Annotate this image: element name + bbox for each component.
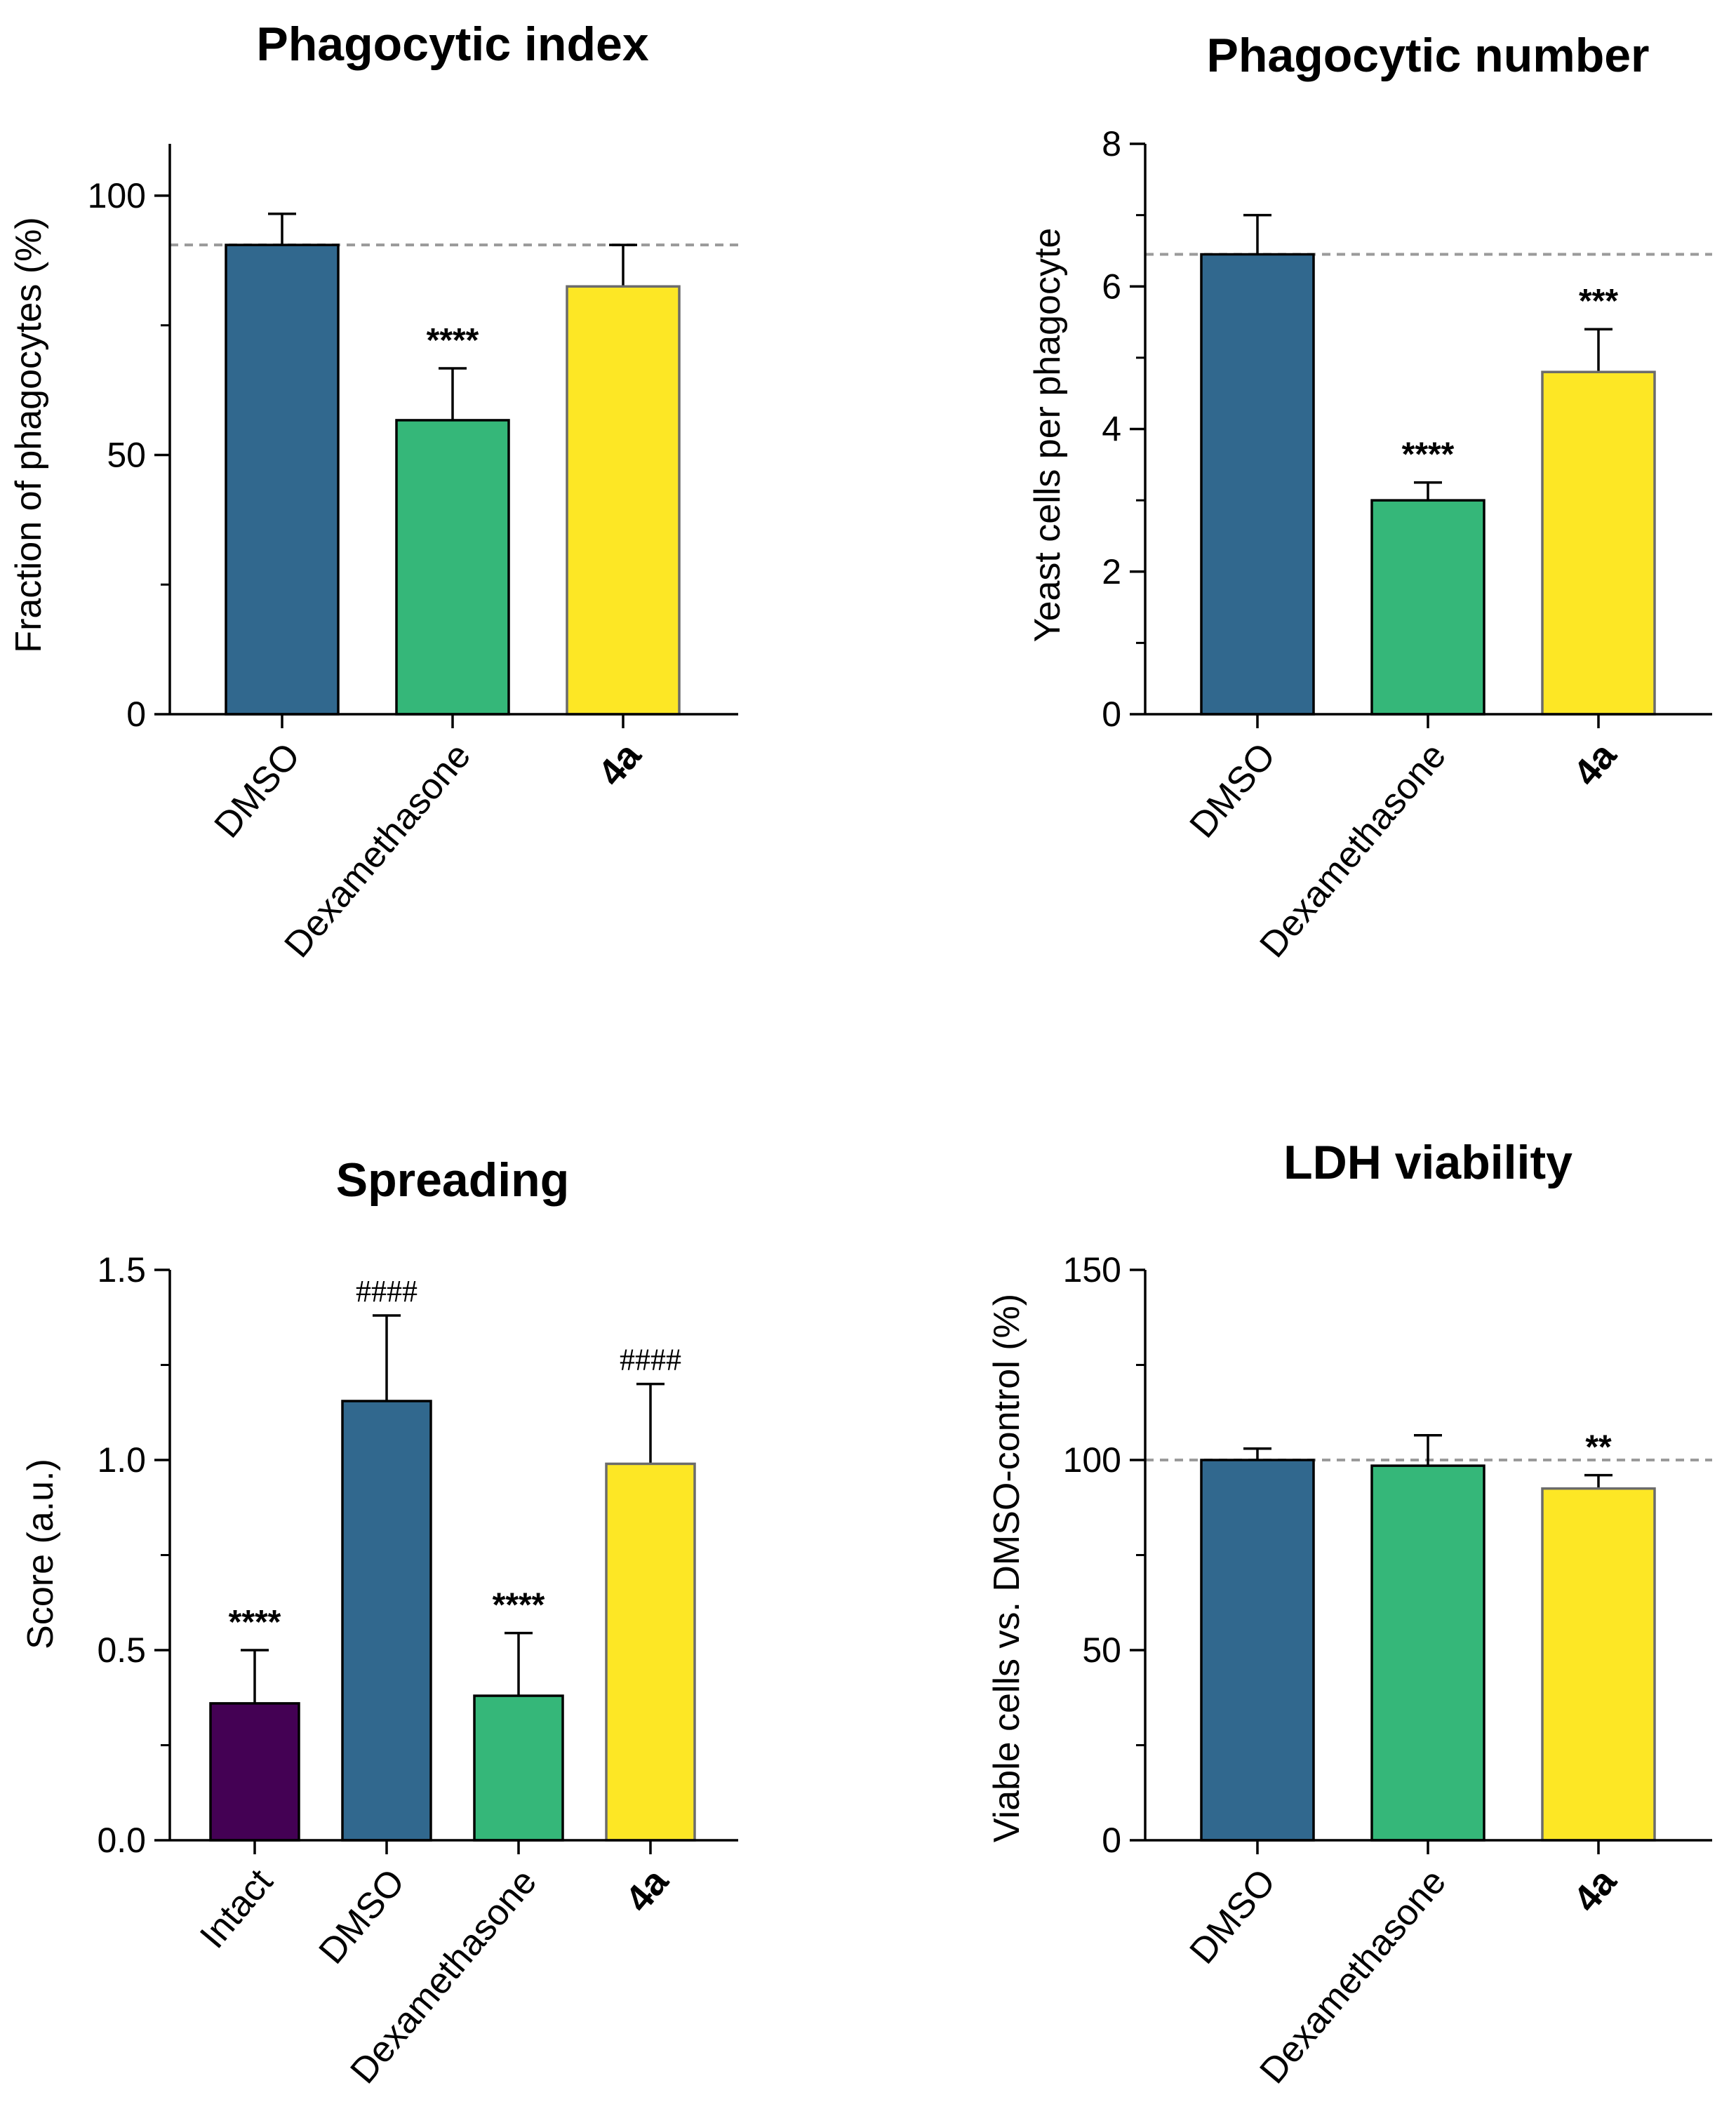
category-label: Dexamethasone	[1252, 1861, 1454, 2091]
significance-annotation: ####	[620, 1343, 681, 1377]
category-label: 4a	[590, 734, 650, 793]
significance-annotation: ####	[356, 1274, 418, 1308]
category-label: DMSO	[311, 1861, 413, 1971]
significance-annotation: ****	[1402, 436, 1455, 474]
y-tick-label: 50	[1082, 1630, 1121, 1670]
y-tick-label: 4	[1102, 410, 1121, 449]
bar	[225, 243, 340, 716]
y-tick-label: 100	[88, 176, 146, 215]
bar	[1200, 253, 1315, 716]
panel-ldh-viability: LDH viability Viable cells vs. DMSO-cont…	[987, 1136, 1712, 2091]
significance-annotation: **	[1585, 1429, 1612, 1466]
y-tick-label: 1.5	[97, 1250, 146, 1290]
bar	[1200, 1459, 1315, 1842]
panel-spreading: Spreading Score (a.u.) Intact **** DMSO ###…	[20, 1153, 738, 2091]
bar	[395, 419, 510, 716]
significance-annotation: ****	[493, 1587, 545, 1624]
category-label: 4a	[617, 1860, 677, 1920]
y-tick-label: 150	[1063, 1250, 1121, 1290]
category-label: DMSO	[206, 735, 308, 845]
y-tick-label: 6	[1102, 267, 1121, 306]
y-tick-label: 0.5	[97, 1630, 146, 1670]
category-label: DMSO	[1182, 735, 1283, 845]
chart-title: Phagocytic number	[1206, 29, 1649, 82]
bar	[605, 1462, 696, 1842]
bar	[1541, 1487, 1656, 1842]
significance-annotation: ***	[1579, 283, 1618, 320]
y-tick-label: 50	[107, 435, 146, 474]
bar	[341, 1400, 432, 1842]
y-tick-label: 0.0	[97, 1821, 146, 1860]
y-tick-label: 0	[1102, 1821, 1121, 1860]
y-tick-label: 100	[1063, 1440, 1121, 1480]
category-label: 4a	[1565, 1860, 1625, 1920]
category-label: Dexamethasone	[276, 735, 479, 965]
chart-title: Spreading	[336, 1153, 570, 1207]
bar	[1370, 1464, 1485, 1842]
category-label: DMSO	[1182, 1861, 1283, 1971]
chart-title: Phagocytic index	[256, 18, 648, 71]
bar	[1370, 499, 1485, 716]
y-tick-label: 2	[1102, 552, 1121, 591]
y-axis-label: Yeast cells per phagocyte	[1027, 228, 1068, 643]
significance-annotation: ****	[229, 1604, 281, 1641]
bar	[1541, 370, 1656, 716]
category-label: Intact	[192, 1861, 281, 1956]
bar	[473, 1694, 564, 1842]
y-tick-label: 8	[1102, 124, 1121, 163]
significance-annotation: ****	[427, 322, 479, 359]
panel-phagocytic-index: Phagocytic index Fraction of phagocytes …	[8, 18, 738, 965]
category-label: 4a	[1565, 734, 1625, 793]
y-axis-label: Score (a.u.)	[20, 1459, 61, 1649]
y-axis-label: Viable cells vs. DMSO-control (%)	[987, 1294, 1027, 1842]
y-tick-label: 0	[126, 695, 146, 734]
y-tick-label: 1.0	[97, 1440, 146, 1480]
bar	[566, 285, 681, 716]
panel-phagocytic-number: Phagocytic number Yeast cells per phagoc…	[1027, 29, 1712, 965]
y-tick-label: 0	[1102, 695, 1121, 734]
category-label: Dexamethasone	[1252, 735, 1454, 965]
chart-title: LDH viability	[1283, 1136, 1573, 1189]
bar	[209, 1702, 300, 1842]
y-axis-label: Fraction of phagocytes (%)	[8, 217, 49, 652]
